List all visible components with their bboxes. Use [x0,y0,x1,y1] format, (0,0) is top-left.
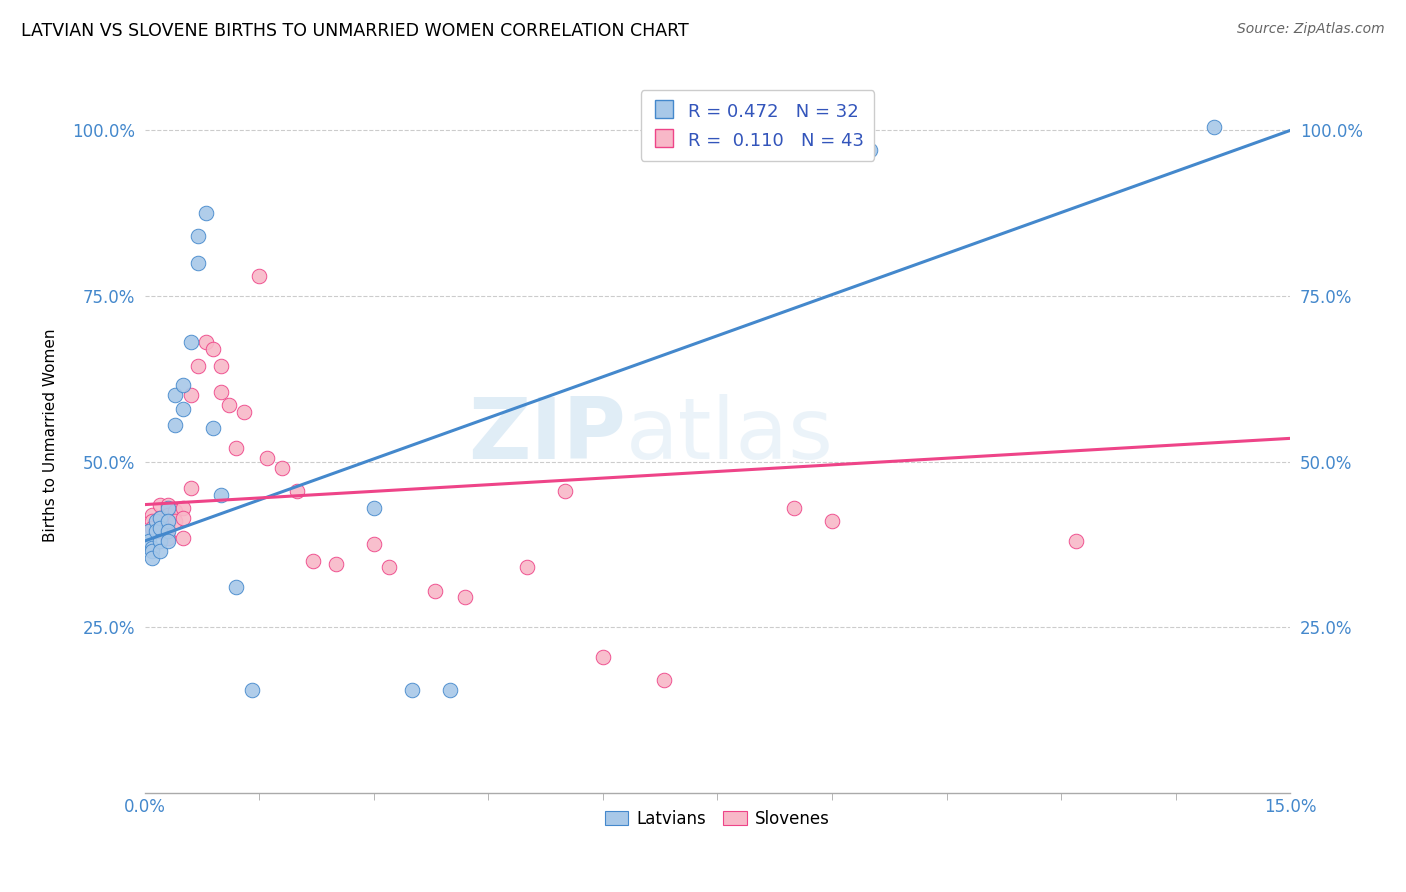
Point [149,534,172,549]
Point [138,534,160,549]
Point [209,488,232,502]
Point [592,649,614,664]
Point [287,484,309,499]
Point [141,514,163,528]
Text: LATVIAN VS SLOVENE BIRTHS TO UNMARRIED WOMEN CORRELATION CHART: LATVIAN VS SLOVENE BIRTHS TO UNMARRIED W… [21,22,689,40]
Point [202,342,225,356]
Point [149,521,172,535]
Point [141,550,163,565]
Point [138,524,160,538]
Point [149,524,172,538]
Point [149,511,172,525]
Point [145,514,167,528]
Point [859,143,882,157]
Point [141,508,163,522]
Point [165,418,187,433]
Point [172,378,194,392]
Point [156,531,179,545]
Point [218,398,240,412]
Point [187,229,209,244]
Point [165,514,187,528]
Point [165,388,187,402]
Point [156,524,179,538]
Point [156,508,179,522]
Point [149,544,172,558]
Point [141,521,163,535]
Point [149,498,172,512]
Point [439,683,461,698]
Legend: Latvians, Slovenes: Latvians, Slovenes [599,803,837,834]
Point [363,537,385,551]
Point [233,405,256,419]
Point [141,544,163,558]
Text: Source: ZipAtlas.com: Source: ZipAtlas.com [1237,22,1385,37]
Point [180,335,202,350]
Point [172,531,194,545]
Point [554,484,576,499]
Point [145,524,167,538]
Point [247,269,270,284]
Point [256,451,278,466]
Point [187,359,209,373]
Point [194,335,217,350]
Point [363,500,385,515]
Point [172,500,194,515]
Point [209,384,232,399]
Point [301,554,323,568]
Point [423,583,446,598]
Text: atlas: atlas [626,393,834,476]
Point [378,560,401,574]
Point [149,521,172,535]
Point [401,683,423,698]
Point [156,500,179,515]
Point [187,256,209,270]
Point [783,500,806,515]
Point [165,504,187,518]
Point [172,511,194,525]
Point [271,461,294,475]
Point [454,591,477,605]
Point [652,673,675,687]
Text: ZIP: ZIP [468,393,626,476]
Point [225,580,247,594]
Point [202,421,225,435]
Point [156,498,179,512]
Y-axis label: Births to Unmarried Women: Births to Unmarried Women [44,328,58,541]
Point [1202,120,1225,134]
Point [180,481,202,495]
Point [821,514,844,528]
Point [240,683,263,698]
Point [141,541,163,555]
Point [149,511,172,525]
Point [180,388,202,402]
Point [194,206,217,220]
Point [225,442,247,456]
Point [1066,534,1088,549]
Point [515,560,537,574]
Point [156,514,179,528]
Point [156,534,179,549]
Point [172,401,194,416]
Point [209,359,232,373]
Point [156,521,179,535]
Point [325,557,347,571]
